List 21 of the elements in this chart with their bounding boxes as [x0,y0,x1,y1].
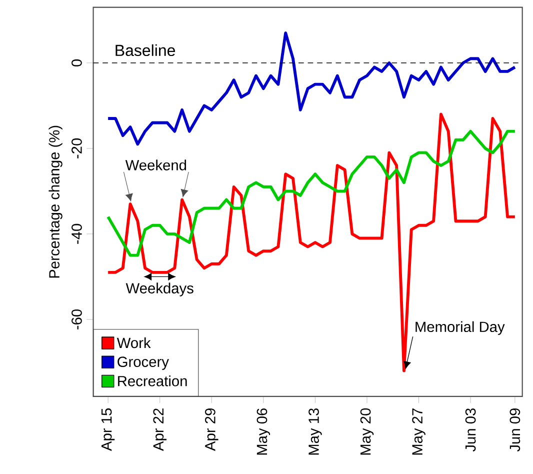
legend-label: Recreation [118,376,187,386]
x-tick-label: Jun 09 [510,408,520,452]
y-tick-label: -20 [72,138,82,159]
x-tick-label: Jun 03 [465,408,476,452]
annotation: Weekdays [126,282,194,296]
y-tick-label: 0 [72,60,82,67]
ref-line-label: Baseline [116,44,175,56]
x-tick-label: May 27 [412,408,426,455]
legend-label: Work [116,338,151,348]
x-tick-label: May 06 [256,408,270,455]
x-tick-label: May 20 [360,408,374,455]
y-tick-label: -40 [72,224,82,244]
x-tick-label: Apr 29 [205,408,218,452]
x-tick-label: Apr 22 [153,408,166,452]
y-axis-title: Percentage change (%) [48,126,62,278]
x-tick-label: May 13 [308,408,322,455]
annotation: Weekend [125,160,186,170]
annotation: Memorial Day [416,321,505,336]
x-tick-label: Apr 15 [102,408,115,452]
y-tick-label: -60 [72,310,82,330]
legend-label: Grocery [118,356,169,370]
